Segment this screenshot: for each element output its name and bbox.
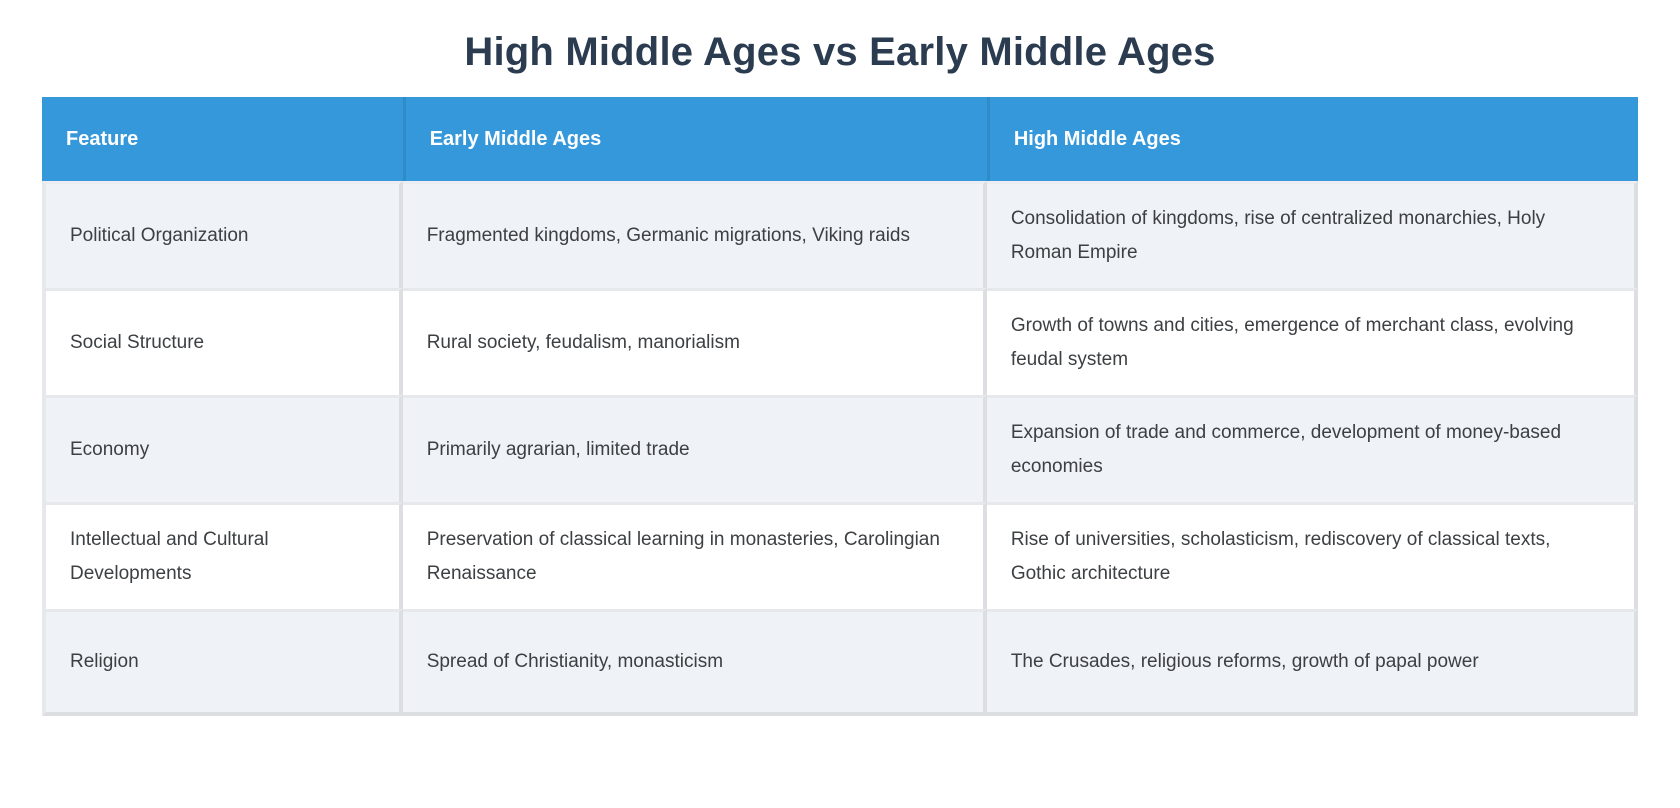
table-row: Economy Primarily agrarian, limited trad… <box>42 395 1638 502</box>
cell-feature: Political Organization <box>42 181 403 288</box>
cell-feature: Social Structure <box>42 288 403 395</box>
table-row: Religion Spread of Christianity, monasti… <box>42 609 1638 716</box>
cell-early-middle-ages: Rural society, feudalism, manorialism <box>402 288 987 395</box>
table-header: Feature Early Middle Ages High Middle Ag… <box>42 97 1638 181</box>
cell-feature: Intellectual and Cultural Developments <box>42 502 403 609</box>
cell-high-middle-ages: Growth of towns and cities, emergence of… <box>986 288 1638 395</box>
table-row: Social Structure Rural society, feudalis… <box>42 288 1638 395</box>
cell-high-middle-ages: Rise of universities, scholasticism, red… <box>986 502 1638 609</box>
cell-high-middle-ages: Expansion of trade and commerce, develop… <box>986 395 1638 502</box>
cell-early-middle-ages: Spread of Christianity, monasticism <box>402 609 987 716</box>
header-row: Feature Early Middle Ages High Middle Ag… <box>42 97 1638 181</box>
cell-high-middle-ages: The Crusades, religious reforms, growth … <box>986 609 1638 716</box>
cell-early-middle-ages: Preservation of classical learning in mo… <box>402 502 987 609</box>
comparison-table: Feature Early Middle Ages High Middle Ag… <box>42 97 1638 716</box>
cell-feature: Economy <box>42 395 403 502</box>
column-header-early-middle-ages: Early Middle Ages <box>402 97 987 181</box>
table-row: Political Organization Fragmented kingdo… <box>42 181 1638 288</box>
column-header-feature: Feature <box>42 97 403 181</box>
cell-early-middle-ages: Primarily agrarian, limited trade <box>402 395 987 502</box>
table-row: Intellectual and Cultural Developments P… <box>42 502 1638 609</box>
column-header-high-middle-ages: High Middle Ages <box>986 97 1638 181</box>
cell-feature: Religion <box>42 609 403 716</box>
cell-early-middle-ages: Fragmented kingdoms, Germanic migrations… <box>402 181 987 288</box>
page-title: High Middle Ages vs Early Middle Ages <box>464 30 1216 74</box>
cell-high-middle-ages: Consolidation of kingdoms, rise of centr… <box>986 181 1638 288</box>
table-body: Political Organization Fragmented kingdo… <box>42 181 1638 716</box>
